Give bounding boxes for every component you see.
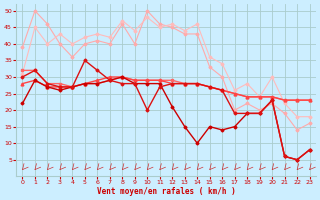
X-axis label: Vent moyen/en rafales ( km/h ): Vent moyen/en rafales ( km/h ) bbox=[97, 187, 236, 196]
